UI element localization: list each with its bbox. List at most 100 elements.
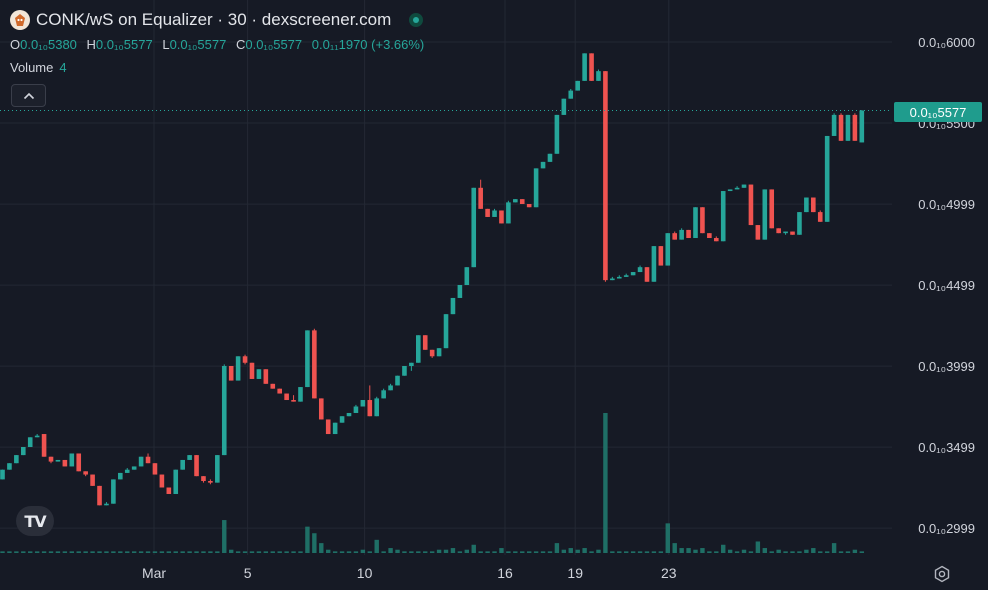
candle [644,267,650,282]
volume-bar [159,551,165,553]
candle [215,455,220,483]
candle-body [159,474,165,488]
volume-bar [249,551,255,553]
y-tick-label: 0.0₁₀2999 [918,521,975,536]
settings-gear-icon[interactable] [932,564,952,584]
open-label: O [10,37,21,52]
volume-bar [721,544,726,553]
volume-bar [644,551,650,553]
candle [256,369,262,379]
volume-bar [34,551,40,553]
time-axis[interactable]: Mar 5 10 16 19 23 [142,565,677,581]
volume-bar [429,551,435,553]
candle [305,330,310,388]
candle-body [547,153,553,162]
high-value: 0.0₁₀5577 [95,37,153,52]
volume-bar [256,551,262,553]
candle [0,469,5,480]
volume-bars [0,413,865,553]
chevron-up-icon [23,92,34,99]
volume-bar [526,551,532,553]
candle [332,422,338,435]
volume-bar [582,548,587,553]
volume-bar [14,551,19,553]
candle [367,385,373,417]
low-value: 0.0₁₀5577 [169,37,227,52]
candle [69,453,75,467]
candle [180,459,185,470]
open-value: 0.0₁₀5380 [20,37,77,52]
candle-body [20,447,26,456]
volume-bar [201,551,206,553]
candle-body [817,212,823,222]
volume-bar [852,549,858,553]
candle-body [291,400,296,402]
tradingview-logo-icon[interactable]: TV [16,506,54,536]
candle-body [381,390,386,399]
last-price-label: 0.0₁₀5577 [894,102,982,122]
candle [817,210,823,222]
candle-body [145,456,151,464]
candle-body [450,297,456,315]
candle [596,69,601,81]
candle [651,246,657,282]
candle [471,187,477,268]
candle [693,207,698,239]
candle [312,328,317,399]
close-value: 0.0₁₀5577 [245,37,303,52]
candle [547,153,553,162]
volume-bar [665,523,670,553]
candle [700,207,705,234]
volume-bar [748,551,754,553]
candle-body [616,276,622,279]
candle [124,468,130,473]
candle-body [596,71,601,81]
volume-bar [818,551,823,553]
candle [603,71,608,282]
volume-bar [457,551,463,553]
candle [118,472,123,480]
chart-grid [0,0,892,555]
candle [658,246,664,266]
candle-body [7,463,12,470]
candle-body [499,210,504,224]
volume-bar [714,551,719,553]
volume-bar [83,551,88,553]
volume-bar [55,551,61,553]
candle [637,265,643,273]
candle-body [679,229,684,240]
candle-body [429,349,435,357]
candle-body [221,366,227,456]
candle-body [748,184,754,226]
candle [194,455,199,477]
candle-body [332,422,338,435]
volume-bar [734,551,740,553]
volume-bar [180,551,185,553]
candle-body [201,476,206,482]
volume-bar [707,551,712,553]
collapse-legend-button[interactable] [11,84,46,107]
volume-bar [596,549,601,553]
volume-bar [118,551,123,553]
candle [769,189,775,229]
candle-body [111,479,116,504]
volume-bar [499,548,504,553]
candle [672,231,678,240]
candle [623,273,629,277]
candle-body [388,385,393,391]
volume-bar [111,551,116,553]
candle [845,114,851,141]
candle-body [69,453,75,467]
volume-bar [540,551,546,553]
candle [208,479,213,485]
volume-bar [76,551,81,553]
candle-body [374,398,380,417]
candle-body [436,348,442,357]
volume-bar [270,551,275,553]
volume-bar [617,551,622,553]
volume-bar [443,549,449,553]
candle [402,366,407,376]
candle [159,474,165,488]
candle-body [318,398,324,420]
